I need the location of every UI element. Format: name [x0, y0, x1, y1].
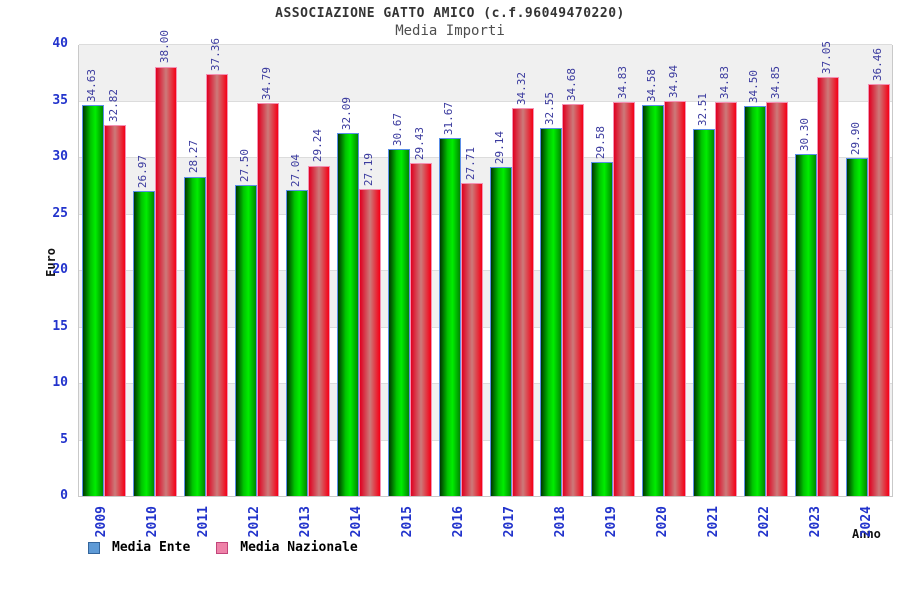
legend-item-media-ente: Media Ente [88, 540, 190, 555]
bar-media-ente-2014 [336, 133, 359, 496]
bar-media-nazionale-2013 [307, 165, 330, 496]
bar-media-nazionale-2023 [817, 77, 840, 496]
bar-media-ente-2013 [285, 190, 308, 496]
gridline [79, 157, 892, 158]
bar-media-nazionale-2015 [409, 163, 432, 496]
y-tick-label: 40 [52, 36, 68, 51]
legend-swatch-media-nazionale [216, 541, 229, 554]
bar-media-ente-2012 [234, 185, 257, 496]
bar-media-ente-2011 [183, 176, 206, 496]
x-tick-label-2015: 2015 [400, 506, 416, 538]
y-tick-label: 10 [52, 375, 68, 390]
gridline [79, 100, 892, 102]
x-tick-label-2022: 2022 [756, 506, 772, 538]
x-tick-label-2011: 2011 [196, 506, 212, 538]
x-tick-label-2016: 2016 [451, 506, 467, 538]
y-tick-label: 5 [60, 431, 68, 447]
x-tick-label-2010: 2010 [145, 506, 161, 538]
bar-media-nazionale-2016 [460, 182, 483, 496]
bar-media-nazionale-2014 [358, 188, 381, 496]
x-tick-label-2018: 2018 [552, 506, 568, 538]
bar-media-nazionale-2022 [766, 102, 789, 496]
x-tick-label-2014: 2014 [349, 506, 365, 538]
bar-media-ente-2024 [846, 158, 869, 496]
x-tick-label-2017: 2017 [501, 506, 517, 538]
bar-media-ente-2022 [744, 106, 767, 496]
x-tick-label-2012: 2012 [247, 506, 263, 538]
y-tick-label: 25 [52, 205, 68, 221]
chart-title: ASSOCIAZIONE GATTO AMICO (c.f.9604947022… [275, 6, 625, 21]
x-tick-label-2023: 2023 [807, 506, 823, 538]
y-tick-label: 30 [52, 149, 68, 164]
gridline [79, 439, 892, 441]
x-tick-label-2021: 2021 [705, 506, 721, 538]
y-tick-label: 35 [52, 92, 68, 108]
bar-media-ente-2019 [591, 161, 614, 496]
gridline [79, 270, 892, 271]
y-tick-label: 15 [52, 318, 68, 334]
legend-label-media-ente: Media Ente [112, 540, 191, 555]
bar-media-ente-2009 [82, 104, 104, 496]
bar-media-nazionale-2010 [154, 66, 177, 496]
bar-media-nazionale-2011 [205, 73, 228, 496]
bar-media-ente-2023 [795, 153, 818, 496]
plot-area [78, 44, 893, 497]
bar-media-nazionale-2009 [104, 125, 126, 496]
bar-media-ente-2020 [642, 105, 665, 496]
legend-label-media-nazionale: Media Nazionale [240, 540, 358, 555]
x-tick-label-2020: 2020 [654, 506, 670, 538]
bar-media-nazionale-2020 [664, 101, 687, 496]
bar-media-ente-2015 [387, 149, 410, 496]
y-tick-label: 20 [52, 262, 68, 277]
bar-media-nazionale-2019 [613, 102, 636, 496]
gridline [79, 213, 892, 215]
bar-media-ente-2010 [132, 191, 155, 496]
legend-swatch-media-ente [88, 541, 100, 554]
bar-media-nazionale-2012 [256, 102, 279, 496]
bar-media-ente-2017 [489, 166, 512, 496]
x-tick-label-2019: 2019 [603, 506, 619, 538]
plot-band [79, 44, 892, 101]
gridline [79, 44, 892, 45]
bar-media-nazionale-2024 [868, 84, 891, 496]
bar-media-ente-2018 [540, 128, 563, 496]
bar-media-nazionale-2018 [562, 104, 585, 496]
x-tick-label-2024: 2024 [858, 506, 874, 538]
chart-subtitle: Media Importi [395, 23, 505, 39]
gridline [79, 326, 892, 328]
x-tick-label-2013: 2013 [298, 506, 314, 538]
bar-media-nazionale-2017 [511, 108, 534, 496]
bar-media-ente-2021 [693, 128, 716, 496]
x-tick-label-2009: 2009 [94, 506, 110, 538]
bar-media-ente-2016 [438, 138, 461, 496]
bar-media-nazionale-2021 [715, 102, 738, 496]
chart-legend: Media Ente Media Nazionale [88, 540, 358, 555]
legend-item-media-nazionale: Media Nazionale [216, 540, 358, 555]
gridline [79, 383, 892, 384]
x-axis-title: Anno [852, 527, 881, 541]
y-tick-label: 0 [60, 488, 68, 503]
